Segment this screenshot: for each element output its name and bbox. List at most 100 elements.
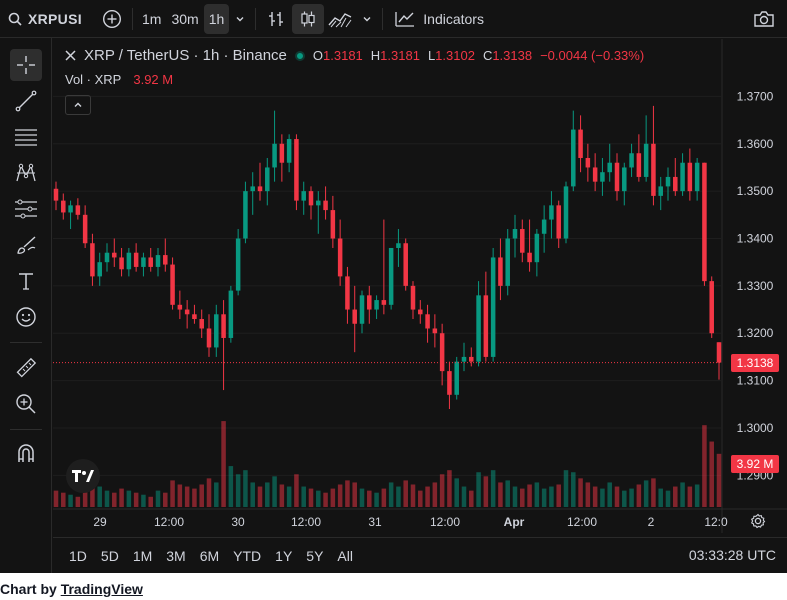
volume-bar <box>643 480 649 507</box>
measure-tool[interactable] <box>10 352 42 384</box>
interval-30m[interactable]: 30m <box>171 10 199 27</box>
candle-body <box>133 252 139 267</box>
pattern-tool[interactable] <box>10 157 42 189</box>
candle-body <box>614 162 620 192</box>
symbol-search-button[interactable]: XRPUSI <box>0 4 96 34</box>
volume-bar <box>206 478 212 507</box>
candles-style-button[interactable] <box>292 3 325 34</box>
area-chart-icon <box>328 12 352 27</box>
volume-bar <box>600 488 605 507</box>
range-1y[interactable]: 1Y <box>275 547 293 564</box>
snapshot-button[interactable] <box>749 4 779 34</box>
candle-body <box>636 153 642 177</box>
volume-bar <box>694 484 700 507</box>
candle-body <box>337 238 343 277</box>
range-all[interactable]: All <box>337 547 353 564</box>
volume-bar <box>257 486 263 507</box>
candle-body <box>527 252 532 263</box>
bars-style-button[interactable] <box>260 4 292 34</box>
volume-bar <box>403 480 408 507</box>
tool-divider <box>10 342 42 343</box>
volume-bar <box>432 482 438 507</box>
utc-clock[interactable]: 03:33:28 UTC <box>688 547 776 563</box>
volume-bar <box>104 490 110 507</box>
volume-bar <box>425 486 430 507</box>
price-tick-label: 1.3700 <box>737 89 774 103</box>
range-6m[interactable]: 6M <box>199 547 220 564</box>
volume-bar <box>658 488 663 507</box>
volume-bar <box>192 488 197 507</box>
candle-body <box>155 255 161 267</box>
volume-bar <box>221 421 226 507</box>
fib-retracement-tool[interactable] <box>10 121 42 153</box>
range-1d[interactable]: 1D <box>69 547 87 564</box>
volume-bar <box>709 441 714 507</box>
crosshair-tool[interactable] <box>10 49 42 81</box>
volume-bar <box>571 472 576 507</box>
candle-body <box>607 162 612 173</box>
range-5y[interactable]: 5Y <box>306 547 324 564</box>
brush-tool[interactable] <box>10 229 42 261</box>
candle-body <box>170 264 175 305</box>
price-candles <box>53 105 722 410</box>
chart-style-dropdown-button[interactable] <box>356 4 378 34</box>
interval-1m[interactable]: 1m <box>142 10 162 27</box>
chart-pane[interactable]: 1.3700 1.3600 1.3500 1.3400 1.3300 1.3200 1.31… <box>53 39 787 533</box>
volume-bar <box>541 488 547 507</box>
area-style-button[interactable] <box>324 4 356 34</box>
trend-line-tool[interactable] <box>10 85 42 117</box>
volume-bar <box>716 453 722 507</box>
market-status-dot[interactable] <box>294 50 305 61</box>
volume-bar <box>155 490 161 507</box>
indicators-button[interactable]: Indicators <box>387 4 492 34</box>
volume-bar <box>141 494 146 507</box>
collapse-legend-button[interactable] <box>65 95 91 115</box>
credit-prefix: Chart by <box>0 581 57 597</box>
volume-bar <box>126 490 132 507</box>
range-ytd[interactable]: YTD <box>233 547 262 564</box>
low-value: 1.3102 <box>435 48 475 63</box>
volume-bar <box>75 496 81 507</box>
volume-bar <box>629 488 634 507</box>
candle-body <box>359 295 365 324</box>
volume-bar <box>90 478 95 507</box>
plus-circle-icon <box>102 9 122 28</box>
range-1m[interactable]: 1M <box>132 547 153 564</box>
interval-dropdown-button[interactable] <box>229 4 251 34</box>
text-tool[interactable] <box>10 265 42 297</box>
interval-1h[interactable]: 1h <box>203 3 230 34</box>
settings-icon[interactable] <box>750 513 766 529</box>
volume-bar <box>82 486 88 507</box>
prediction-tool[interactable] <box>10 193 42 225</box>
close-value: 1.3138 <box>492 48 533 63</box>
volume-bar <box>170 480 175 507</box>
emoji-tool[interactable] <box>10 301 42 333</box>
tradingview-logo[interactable] <box>66 459 100 493</box>
candle-body <box>694 162 700 192</box>
ruler-icon <box>16 357 37 378</box>
legend-title[interactable]: XRP / TetherUS · 1h · Binance <box>84 47 287 64</box>
tradingview-link[interactable]: TradingView <box>60 581 143 597</box>
close-icon[interactable] <box>65 50 76 61</box>
chart-widget: XRPUSI 1m 30m 1h Indicators <box>0 0 787 573</box>
volume-bar <box>578 478 583 507</box>
compare-symbol-button[interactable] <box>96 4 128 34</box>
candle-body <box>600 172 605 182</box>
candlestick-chart[interactable]: 1.3700 1.3600 1.3500 1.3400 1.3300 1.3200 1.31… <box>53 39 787 533</box>
zoom-in-tool[interactable] <box>10 388 42 420</box>
candle-body <box>235 238 241 291</box>
bars-icon <box>269 11 284 26</box>
candle-body <box>541 219 547 234</box>
symbol-name: XRPUSI <box>28 10 82 27</box>
candle-body <box>199 319 204 329</box>
candle-body <box>425 314 430 329</box>
range-5d[interactable]: 5D <box>100 547 119 564</box>
magnet-tool[interactable] <box>10 437 42 469</box>
volume-bar <box>330 488 336 507</box>
range-3m[interactable]: 3M <box>166 547 186 564</box>
candle-body <box>177 304 183 310</box>
candle-body <box>82 214 88 244</box>
volume-bar <box>418 490 423 507</box>
volume-bar <box>680 482 685 507</box>
tool-divider <box>10 429 42 430</box>
